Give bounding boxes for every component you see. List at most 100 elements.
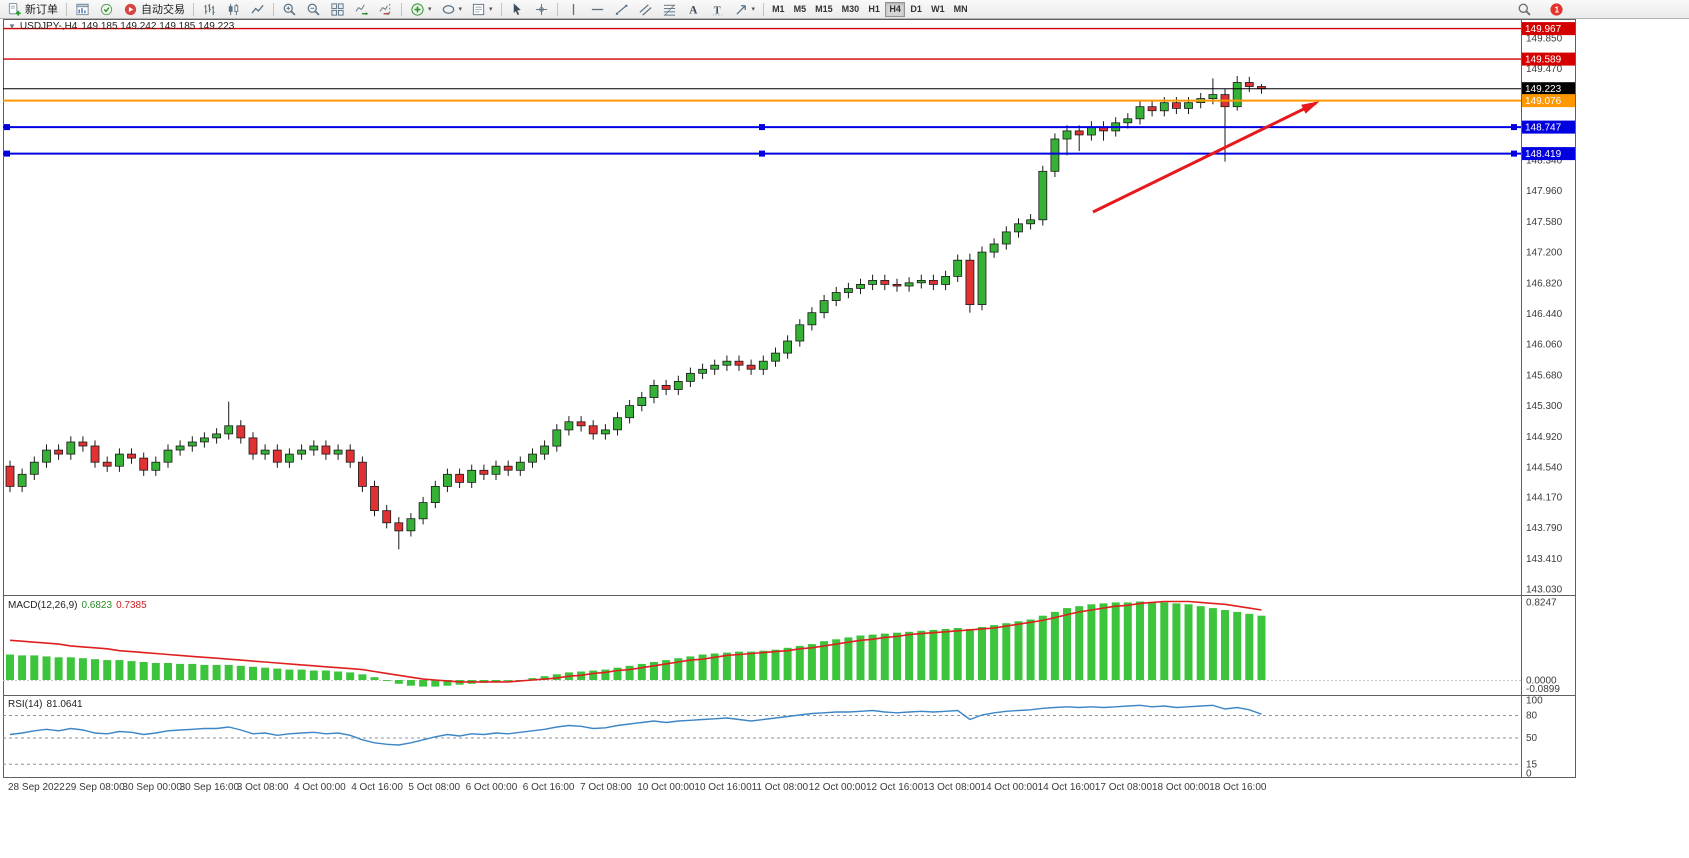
- notifications-button[interactable]: 1: [1545, 1, 1568, 17]
- tile-windows-button[interactable]: [326, 1, 349, 17]
- toolbar-separator: [763, 2, 765, 16]
- svg-text:146.060: 146.060: [1526, 340, 1563, 351]
- objects-icon: [442, 4, 454, 14]
- rsi-indicator-label: RSI(14) 81.0641: [8, 699, 83, 710]
- chart-ohlc-values: 149.185 149.242 149.185 149.223: [81, 21, 235, 32]
- autotrading-button[interactable]: 自动交易: [119, 1, 189, 17]
- zoom-out-button[interactable]: [302, 1, 325, 17]
- chart-shift-button[interactable]: [374, 1, 397, 17]
- channel-button[interactable]: [634, 1, 657, 17]
- timeframe-m30-button[interactable]: M30: [838, 2, 864, 17]
- svg-text:1: 1: [1555, 4, 1560, 14]
- svg-text:148.419: 148.419: [1525, 149, 1562, 160]
- one-click-trading-toggle[interactable]: ▼: [8, 22, 16, 31]
- chart-header: ▼ USDJPY-,H4 149.185 149.242 149.185 149…: [8, 21, 234, 32]
- macd-main-value: 0.6823: [81, 600, 113, 611]
- svg-text:147.580: 147.580: [1526, 217, 1563, 228]
- svg-text:28 Sep 2022: 28 Sep 2022: [8, 782, 65, 793]
- autotrading-label: 自动交易: [141, 4, 185, 16]
- svg-text:17 Oct 08:00: 17 Oct 08:00: [1095, 782, 1153, 793]
- svg-text:29 Sep 08:00: 29 Sep 08:00: [65, 782, 125, 793]
- svg-text:146.440: 146.440: [1526, 309, 1563, 320]
- svg-text:149.589: 149.589: [1525, 55, 1562, 66]
- horizontal-line-button[interactable]: [586, 1, 609, 17]
- svg-text:149.967: 149.967: [1525, 24, 1562, 35]
- toolbar-separator: [401, 2, 402, 16]
- svg-text:10 Oct 00:00: 10 Oct 00:00: [637, 782, 695, 793]
- svg-text:7 Oct 08:00: 7 Oct 08:00: [580, 782, 632, 793]
- candlestick-chart-button[interactable]: [222, 1, 245, 17]
- search-button[interactable]: [1513, 1, 1536, 17]
- macd-indicator-label: MACD(12,26,9) 0.6823 0.7385: [8, 600, 147, 611]
- svg-text:30 Sep 16:00: 30 Sep 16:00: [180, 782, 240, 793]
- price-scale[interactable]: 149.850149.470149.090148.710148.340147.9…: [1526, 34, 1563, 596]
- auto-scroll-button[interactable]: [350, 1, 373, 17]
- crosshair-button[interactable]: [530, 1, 553, 17]
- macd-pane: 0.8247 0.0000-0.0899: [3, 598, 1560, 695]
- autotrading-icon: [124, 3, 137, 15]
- market-watch-button[interactable]: [71, 1, 94, 17]
- timeframe-m1-button[interactable]: M1: [768, 2, 789, 17]
- objects-button[interactable]: ▾: [437, 1, 467, 17]
- candles-layer: [5, 76, 1266, 550]
- arrows-tool-button[interactable]: ▾: [730, 1, 760, 17]
- svg-text:14 Oct 16:00: 14 Oct 16:00: [1038, 782, 1096, 793]
- main-toolbar: 新订单 自动交易 ▾ ▾ ▾: [0, 0, 1689, 19]
- bar-chart-button[interactable]: [198, 1, 221, 17]
- svg-text:148.340: 148.340: [1526, 156, 1563, 167]
- vertical-line-icon: [572, 3, 574, 15]
- bar-chart-icon: [204, 3, 215, 15]
- new-order-button[interactable]: 新订单: [3, 1, 62, 17]
- line-chart-icon: [251, 4, 264, 14]
- terminal-icon: [100, 3, 113, 15]
- search-icon: [1518, 3, 1531, 16]
- zoom-in-button[interactable]: [278, 1, 301, 17]
- market-watch-icon: [76, 3, 89, 15]
- crosshair-icon: [535, 3, 547, 15]
- timeframe-h4-button[interactable]: H4: [885, 1, 906, 17]
- svg-text:50: 50: [1526, 733, 1538, 744]
- line-chart-button[interactable]: [246, 1, 269, 17]
- svg-text:5 Oct 08:00: 5 Oct 08:00: [408, 782, 460, 793]
- timeframe-mn-button[interactable]: MN: [950, 2, 972, 17]
- timeframe-m5-button[interactable]: M5: [790, 2, 811, 17]
- svg-text:143.410: 143.410: [1526, 554, 1563, 565]
- vertical-line-button[interactable]: [562, 1, 585, 17]
- svg-text:10 Oct 16:00: 10 Oct 16:00: [694, 782, 752, 793]
- svg-text:149.850: 149.850: [1526, 34, 1563, 45]
- notification-badge-icon: 1: [1550, 2, 1563, 16]
- text-label-tool-button[interactable]: T: [706, 1, 729, 17]
- zoom-in-icon: [283, 3, 296, 16]
- trend-arrow[interactable]: [1092, 101, 1320, 214]
- fibonacci-button[interactable]: [658, 1, 681, 17]
- timeframe-w1-button[interactable]: W1: [927, 2, 949, 17]
- templates-button[interactable]: ▾: [467, 1, 497, 17]
- new-order-icon: [8, 2, 21, 16]
- templates-icon: [472, 3, 485, 15]
- rsi-pane: 100 80 50 150: [3, 696, 1543, 780]
- cursor-button[interactable]: [506, 1, 529, 17]
- indicators-button[interactable]: ▾: [406, 1, 436, 17]
- svg-text:13 Oct 08:00: 13 Oct 08:00: [923, 782, 981, 793]
- svg-text:100: 100: [1526, 696, 1543, 707]
- svg-text:144.920: 144.920: [1526, 432, 1563, 443]
- chart-frame: [3, 19, 1576, 778]
- svg-text:143.030: 143.030: [1526, 585, 1563, 596]
- svg-text:149.470: 149.470: [1526, 64, 1563, 75]
- timeframe-d1-button[interactable]: D1: [906, 2, 926, 17]
- macd-signal-value: 0.7385: [116, 600, 147, 611]
- text-tool-button[interactable]: A: [682, 1, 705, 17]
- timeframe-m15-button[interactable]: M15: [811, 2, 837, 17]
- tile-windows-icon: [331, 2, 344, 16]
- svg-text:12 Oct 16:00: 12 Oct 16:00: [866, 782, 924, 793]
- timeframe-h1-button[interactable]: H1: [864, 2, 884, 17]
- trendline-button[interactable]: [610, 1, 633, 17]
- svg-text:6 Oct 00:00: 6 Oct 00:00: [466, 782, 518, 793]
- toolbar-separator: [193, 2, 194, 16]
- terminal-button[interactable]: [95, 1, 118, 17]
- svg-text:145.680: 145.680: [1526, 370, 1563, 381]
